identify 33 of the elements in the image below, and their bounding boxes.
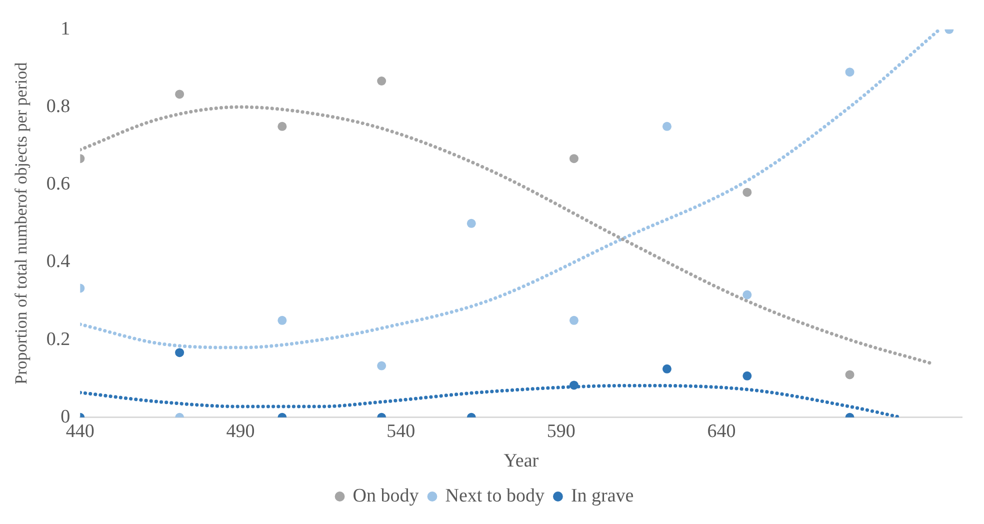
point bbox=[466, 218, 476, 228]
y-axis-title: Proportion of total numberof objects per period bbox=[12, 62, 31, 384]
point bbox=[278, 122, 287, 131]
y-tick-label: 0.6 bbox=[46, 174, 70, 195]
point bbox=[377, 361, 386, 370]
point bbox=[742, 188, 752, 197]
y-tick-label: 0 bbox=[60, 406, 70, 428]
legend-label: In grave bbox=[570, 485, 634, 506]
point bbox=[742, 290, 752, 300]
point bbox=[377, 76, 386, 86]
point bbox=[845, 370, 854, 380]
point bbox=[175, 90, 184, 99]
point bbox=[662, 122, 672, 131]
x-tick-label: 540 bbox=[386, 420, 416, 442]
legend-label: Next to body bbox=[445, 485, 545, 506]
y-tick-label: 1 bbox=[60, 18, 70, 40]
point bbox=[569, 316, 578, 325]
x-tick-label: 490 bbox=[226, 420, 255, 442]
x-axis-title: Year bbox=[504, 450, 540, 472]
x-tick-label: 590 bbox=[546, 420, 576, 442]
point bbox=[569, 380, 578, 390]
point bbox=[175, 348, 184, 358]
line-series bbox=[80, 29, 942, 350]
point bbox=[278, 316, 287, 325]
point bbox=[742, 371, 752, 380]
y-tick-label: 0.2 bbox=[46, 328, 70, 350]
y-tick-label: 0.4 bbox=[46, 251, 71, 272]
x-tick-label: 640 bbox=[707, 420, 736, 442]
legend-label: On body bbox=[352, 485, 420, 506]
point bbox=[845, 68, 854, 77]
point bbox=[662, 364, 672, 374]
y-tick-label: 0.8 bbox=[46, 96, 70, 117]
point bbox=[569, 154, 578, 164]
